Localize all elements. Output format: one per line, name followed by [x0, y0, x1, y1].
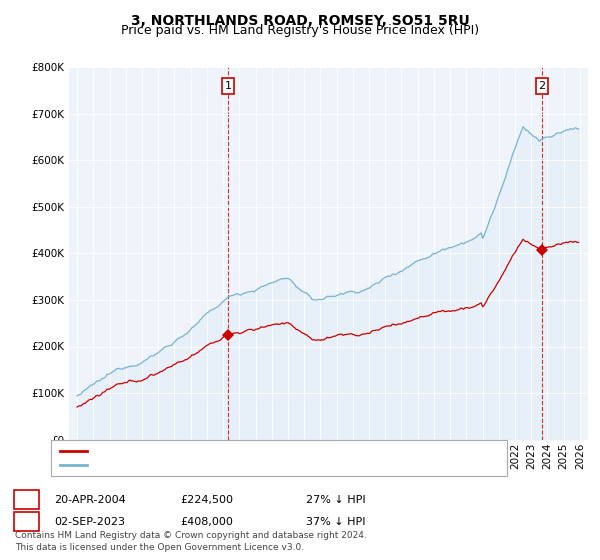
Text: £224,500: £224,500: [180, 494, 233, 505]
Text: HPI: Average price, detached house, Test Valley: HPI: Average price, detached house, Test…: [93, 460, 341, 470]
Text: 2: 2: [539, 81, 545, 91]
Text: 2: 2: [23, 517, 30, 527]
Text: 1: 1: [224, 81, 232, 91]
Text: 3, NORTHLANDS ROAD, ROMSEY, SO51 5RU (detached house): 3, NORTHLANDS ROAD, ROMSEY, SO51 5RU (de…: [93, 446, 416, 456]
Text: Contains HM Land Registry data © Crown copyright and database right 2024.
This d: Contains HM Land Registry data © Crown c…: [15, 531, 367, 552]
Text: £408,000: £408,000: [180, 517, 233, 527]
Text: Price paid vs. HM Land Registry's House Price Index (HPI): Price paid vs. HM Land Registry's House …: [121, 24, 479, 36]
Text: 20-APR-2004: 20-APR-2004: [54, 494, 126, 505]
Text: 1: 1: [23, 494, 30, 505]
Text: 37% ↓ HPI: 37% ↓ HPI: [306, 517, 365, 527]
Text: 3, NORTHLANDS ROAD, ROMSEY, SO51 5RU: 3, NORTHLANDS ROAD, ROMSEY, SO51 5RU: [131, 14, 469, 28]
Text: 02-SEP-2023: 02-SEP-2023: [54, 517, 125, 527]
Text: 27% ↓ HPI: 27% ↓ HPI: [306, 494, 365, 505]
